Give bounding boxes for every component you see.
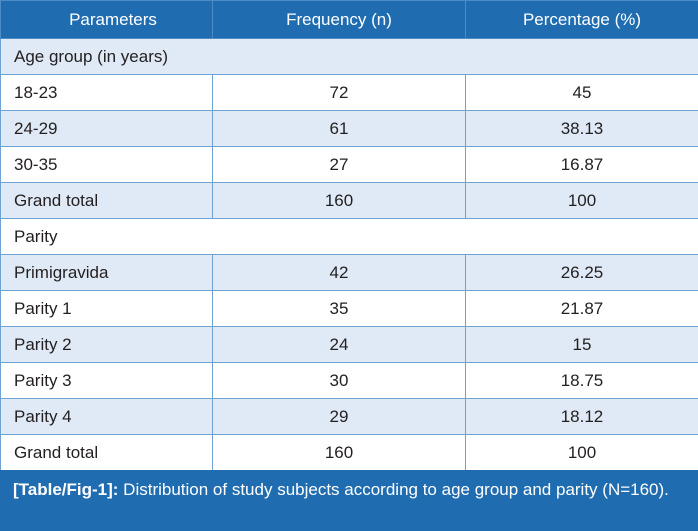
table-header-row: Parameters Frequency (n) Percentage (%) — [0, 0, 698, 39]
table-row: Primigravida 42 26.25 — [0, 254, 698, 291]
row-label: Parity 3 — [0, 362, 213, 399]
row-label: 30-35 — [0, 146, 213, 183]
percentage-cell: 45 — [465, 74, 698, 111]
frequency-cell: 30 — [212, 362, 466, 399]
table-row: Parity 2 24 15 — [0, 326, 698, 363]
frequency-cell: 27 — [212, 146, 466, 183]
table-row: Parity 4 29 18.12 — [0, 398, 698, 435]
caption-text: Distribution of study subjects according… — [118, 480, 669, 499]
percentage-cell: 18.75 — [465, 362, 698, 399]
column-header-percentage: Percentage (%) — [465, 0, 698, 39]
table-row: 18-23 72 45 — [0, 74, 698, 111]
frequency-cell: 160 — [212, 182, 466, 219]
percentage-cell: 15 — [465, 326, 698, 363]
table-row: 30-35 27 16.87 — [0, 146, 698, 183]
row-label: Grand total — [0, 434, 213, 471]
frequency-cell: 24 — [212, 326, 466, 363]
row-label: Grand total — [0, 182, 213, 219]
section-title: Age group (in years) — [0, 38, 698, 75]
data-table: Parameters Frequency (n) Percentage (%) … — [0, 0, 698, 471]
percentage-cell: 100 — [465, 434, 698, 471]
table-row: Parity 1 35 21.87 — [0, 290, 698, 327]
section-title: Parity — [0, 218, 698, 255]
row-label: Parity 4 — [0, 398, 213, 435]
frequency-cell: 29 — [212, 398, 466, 435]
section-row-age-group: Age group (in years) — [0, 38, 698, 75]
table-row: 24-29 61 38.13 — [0, 110, 698, 147]
percentage-cell: 100 — [465, 182, 698, 219]
caption-reference: [Table/Fig-1]: — [13, 480, 119, 499]
table-row-total: Grand total 160 100 — [0, 434, 698, 471]
percentage-cell: 16.87 — [465, 146, 698, 183]
table-caption: [Table/Fig-1]: Distribution of study sub… — [0, 470, 698, 531]
column-header-frequency: Frequency (n) — [212, 0, 466, 39]
percentage-cell: 21.87 — [465, 290, 698, 327]
frequency-cell: 72 — [212, 74, 466, 111]
row-label: Parity 2 — [0, 326, 213, 363]
row-label: Primigravida — [0, 254, 213, 291]
frequency-cell: 35 — [212, 290, 466, 327]
percentage-cell: 26.25 — [465, 254, 698, 291]
table-row: Parity 3 30 18.75 — [0, 362, 698, 399]
row-label: 18-23 — [0, 74, 213, 111]
frequency-cell: 160 — [212, 434, 466, 471]
table-row-total: Grand total 160 100 — [0, 182, 698, 219]
frequency-cell: 61 — [212, 110, 466, 147]
frequency-cell: 42 — [212, 254, 466, 291]
row-label: 24-29 — [0, 110, 213, 147]
column-header-parameters: Parameters — [0, 0, 213, 39]
percentage-cell: 18.12 — [465, 398, 698, 435]
section-row-parity: Parity — [0, 218, 698, 255]
row-label: Parity 1 — [0, 290, 213, 327]
percentage-cell: 38.13 — [465, 110, 698, 147]
